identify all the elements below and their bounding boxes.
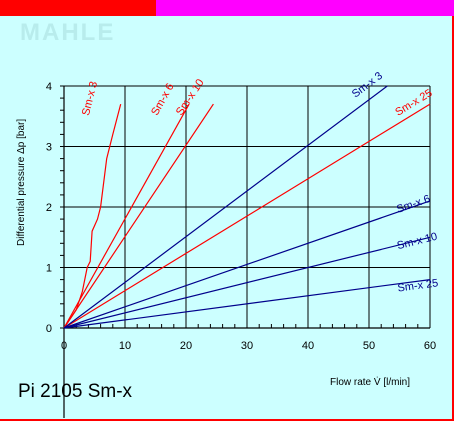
series-layer xyxy=(63,85,431,329)
series-line xyxy=(63,279,431,329)
series-line xyxy=(63,103,122,329)
series-label: Sm-x 6 xyxy=(149,81,176,117)
series-line xyxy=(63,236,431,329)
grid-layer xyxy=(63,85,431,418)
x-tick-label: 30 xyxy=(241,340,253,352)
series-line xyxy=(63,200,431,329)
series-label: Sm-x 6 xyxy=(395,193,432,216)
series-line xyxy=(63,103,214,329)
y-tick-label: 3 xyxy=(46,142,52,154)
x-tick-label: 40 xyxy=(302,340,314,352)
series-line xyxy=(63,103,190,329)
series-line xyxy=(63,85,388,329)
x-tick-label: 60 xyxy=(424,340,436,352)
chart-panel xyxy=(0,16,452,419)
top-accent-bar xyxy=(156,0,454,16)
x-tick-label: 0 xyxy=(61,340,67,352)
series-line xyxy=(63,103,431,329)
x-axis-label: Flow rate V̇ [l/min] xyxy=(330,375,410,388)
x-tick-label: 50 xyxy=(363,340,375,352)
series-label: Sm-x 3 xyxy=(350,70,385,100)
y-tick-label: 1 xyxy=(46,263,52,275)
series-label: Sm-x 10 xyxy=(396,231,439,252)
series-label: Sm-x 25 xyxy=(397,277,439,294)
logo-text: MAHLE xyxy=(20,19,115,46)
series-label: Sm-x 10 xyxy=(174,77,207,118)
y-axis-label: Differential pressure Δp [bar] xyxy=(16,119,27,246)
chart-title: Pi 2105 Sm-x xyxy=(18,381,133,402)
y-tick-label: 0 xyxy=(46,323,52,335)
y-tick-label: 2 xyxy=(46,202,52,214)
tick-layer: 0 10 20 30 40 50 60 0 1 2 3 4 xyxy=(46,81,436,352)
x-tick-label: 10 xyxy=(119,340,131,352)
y-tick-label: 4 xyxy=(46,81,52,93)
x-tick-label: 20 xyxy=(180,340,192,352)
